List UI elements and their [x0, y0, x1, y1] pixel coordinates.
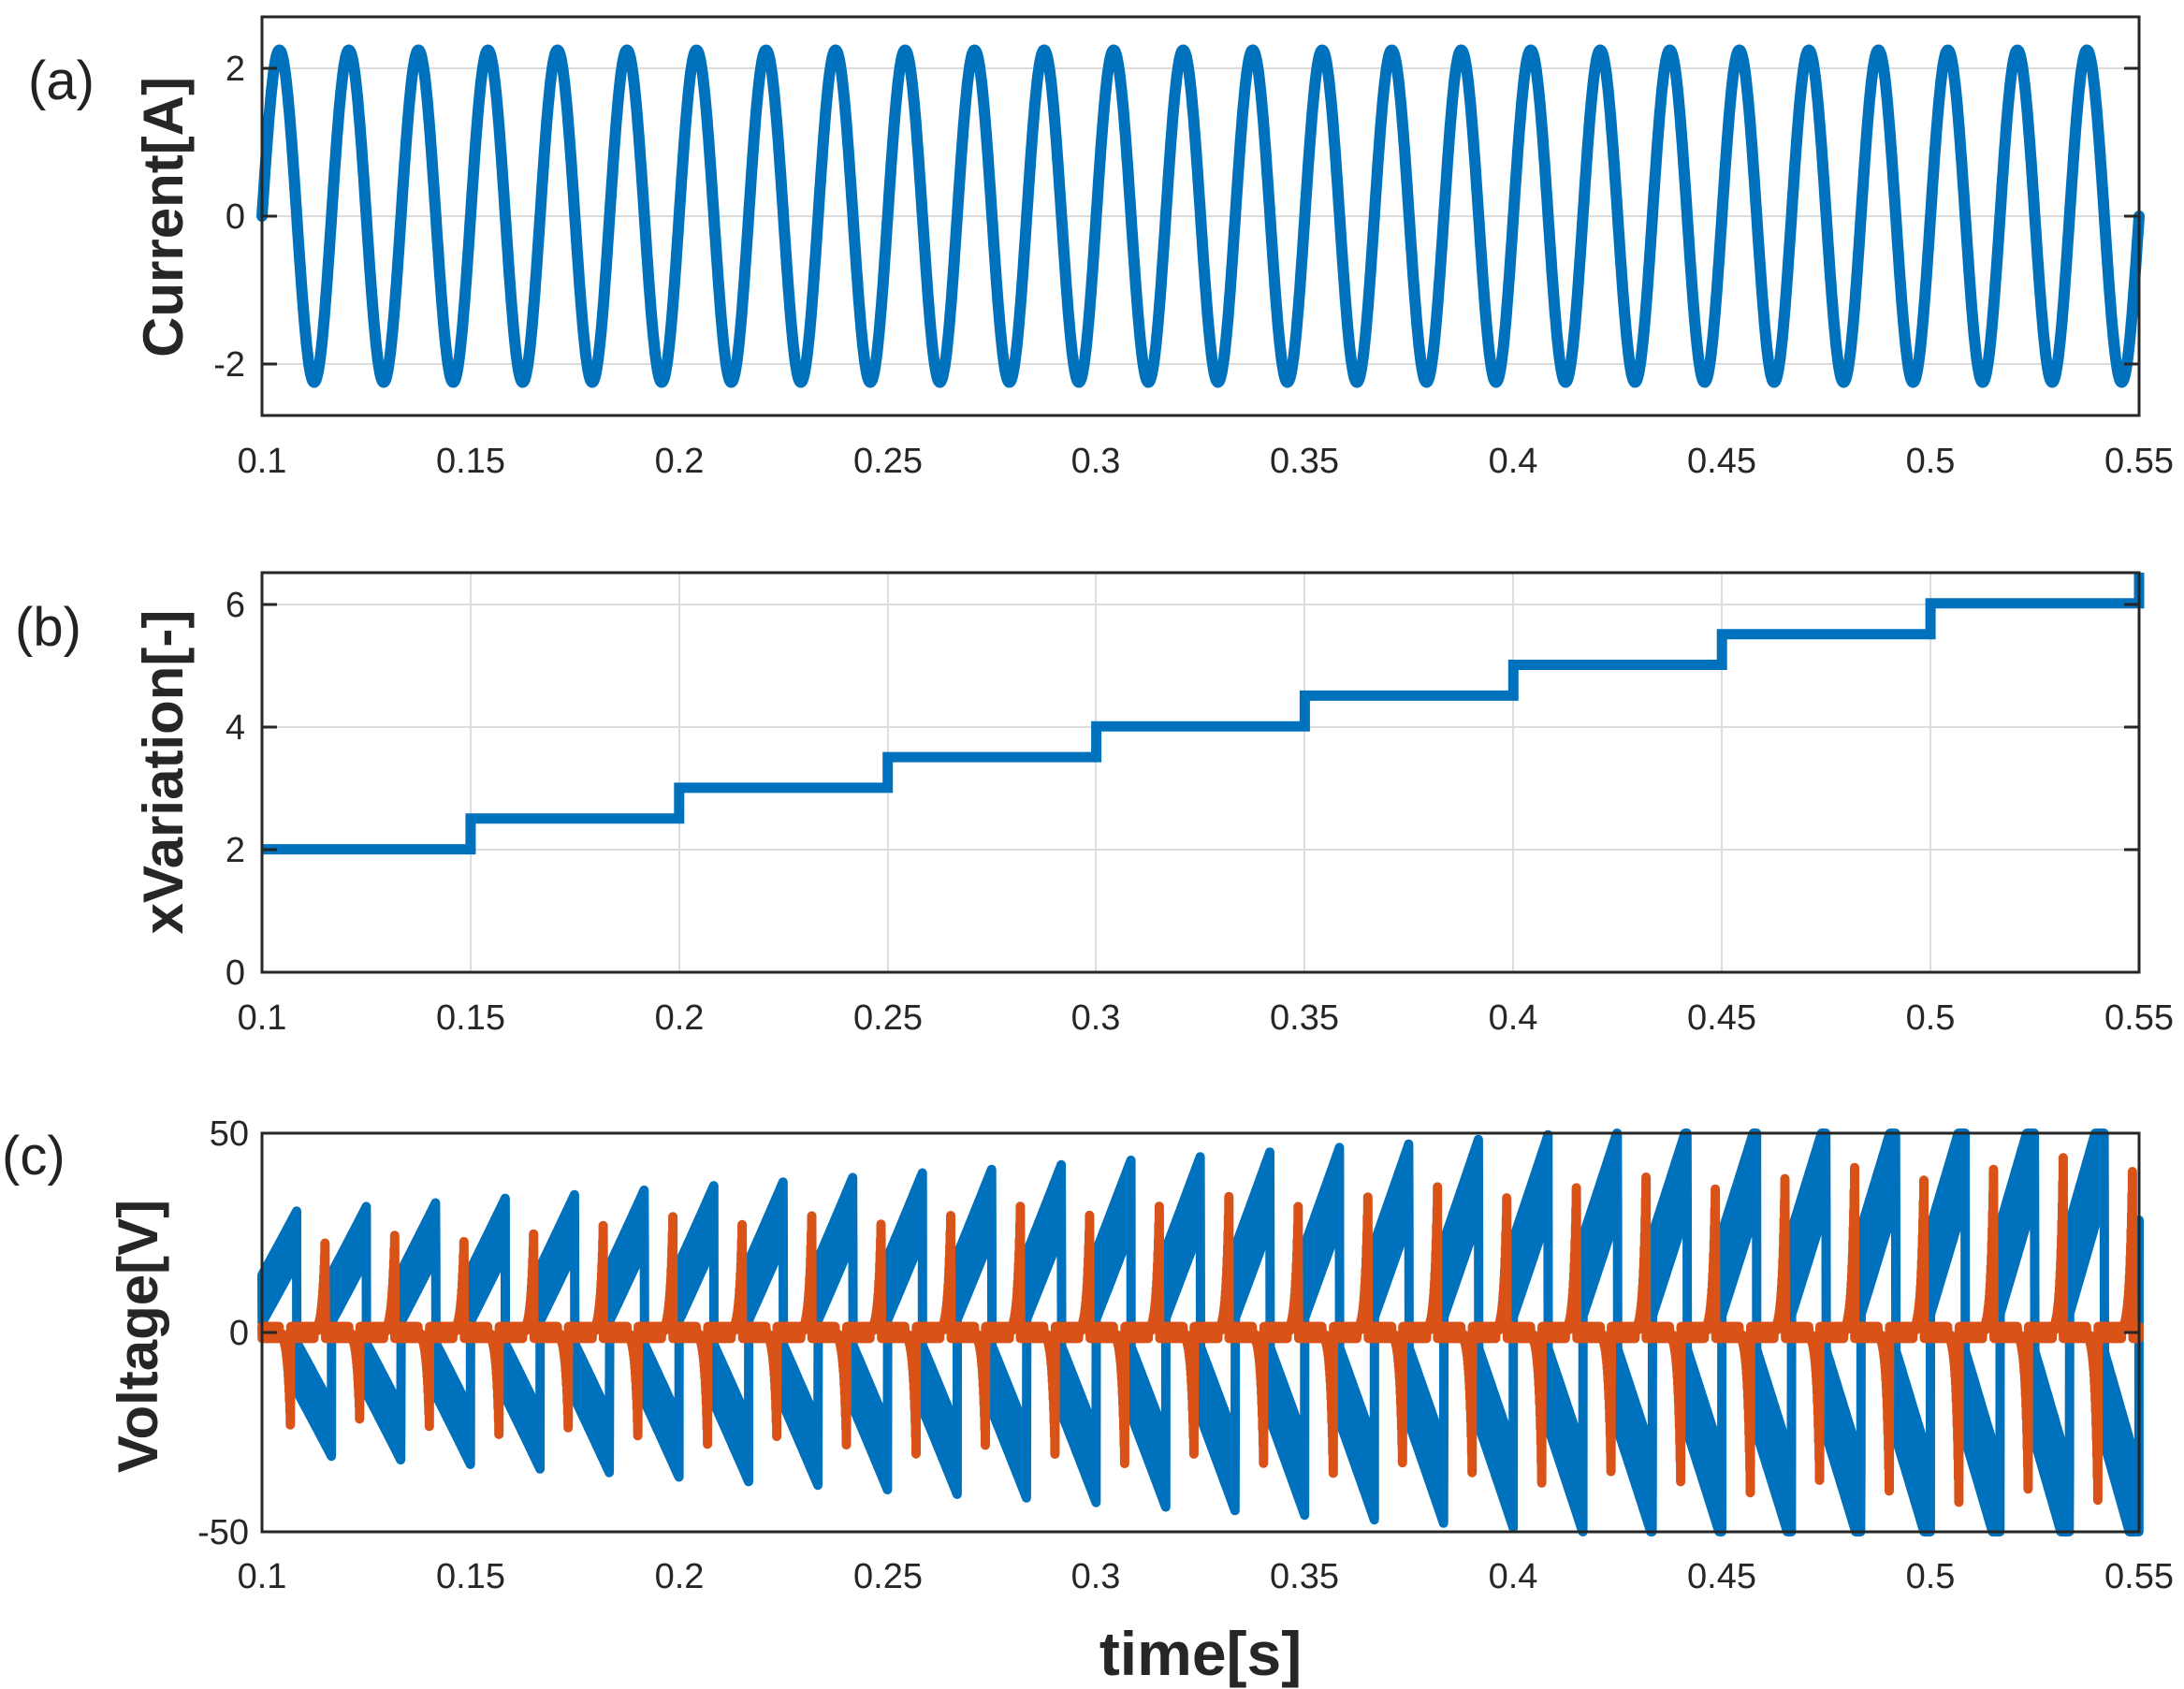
x-tick-label: 0.45 — [1687, 998, 1756, 1038]
x-tick-label: 0.35 — [1270, 1557, 1339, 1596]
x-tick-label: 0.4 — [1489, 1557, 1538, 1596]
y-tick-label: 2 — [226, 50, 245, 89]
x-tick-label: 0.25 — [853, 442, 923, 481]
y-axis-label-xvariation: xVariation[-] — [132, 610, 195, 935]
y-tick-label: 0 — [226, 954, 245, 993]
panel-a-current: (a) 2 0 -2 0.1 0.15 0.2 0.25 0.3 0.35 0.… — [28, 15, 2174, 481]
y-tick-label: 2 — [226, 831, 245, 870]
x-tick-label: 0.35 — [1270, 442, 1339, 481]
panel-c-voltage: (c) 50 0 -50 0.1 0.15 0.2 0.25 0.3 0.35 … — [2, 1114, 2174, 1688]
x-tick-label: 0.1 — [238, 998, 287, 1038]
x-tick-label: 0.4 — [1489, 442, 1538, 481]
y-tick-label: 6 — [226, 586, 245, 625]
panel-b-xvariation: (b) 0 2 4 6 0.1 0.15 — [15, 571, 2174, 1038]
x-tick-label: 0.3 — [1071, 442, 1121, 481]
y-tick-label: -2 — [213, 345, 245, 385]
x-tick-label: 0.35 — [1270, 998, 1339, 1038]
y-axis-label-voltage: Voltage[V] — [107, 1200, 169, 1473]
y-tick-label: 4 — [226, 708, 245, 748]
x-tick-label: 0.5 — [1906, 998, 1956, 1038]
x-tick-label: 0.4 — [1489, 998, 1538, 1038]
y-tick-label: 0 — [226, 197, 245, 237]
x-tick-label: 0.55 — [2104, 442, 2174, 481]
panel-b-axes-frame — [260, 571, 2141, 974]
panel-c-x-ticks: 0.1 0.15 0.2 0.25 0.3 0.35 0.4 0.45 0.5 … — [238, 1557, 2174, 1596]
x-tick-label: 0.2 — [655, 998, 705, 1038]
panel-c-y-ticks: 50 0 -50 — [197, 1114, 2139, 1552]
voltage-1-series-line — [257, 1128, 2144, 1536]
x-tick-label: 0.1 — [238, 442, 287, 481]
panel-a-x-ticks: 0.1 0.15 0.2 0.25 0.3 0.35 0.4 0.45 0.5 … — [238, 442, 2174, 481]
panel-label-b: (b) — [15, 597, 81, 658]
x-tick-label: 0.2 — [655, 442, 705, 481]
y-tick-label: 50 — [210, 1114, 249, 1154]
y-tick-label: -50 — [197, 1513, 249, 1552]
current-series-line — [256, 44, 2145, 388]
x-tick-label: 0.3 — [1071, 1557, 1121, 1596]
xvariation-series-line — [262, 573, 2145, 855]
panel-label-a: (a) — [28, 51, 95, 111]
x-tick-label: 0.45 — [1687, 1557, 1756, 1596]
panel-a-y-ticks: 2 0 -2 — [213, 50, 2139, 385]
x-tick-label: 0.3 — [1071, 998, 1121, 1038]
x-axis-label-time: time[s] — [1099, 1619, 1302, 1688]
x-tick-label: 0.15 — [436, 442, 505, 481]
x-tick-label: 0.5 — [1906, 442, 1956, 481]
x-tick-label: 0.15 — [436, 1557, 505, 1596]
panel-label-c: (c) — [2, 1126, 66, 1187]
x-tick-label: 0.45 — [1687, 442, 1756, 481]
x-tick-label: 0.15 — [436, 998, 505, 1038]
y-axis-label-current: Current[A] — [132, 77, 195, 357]
x-tick-label: 0.2 — [655, 1557, 705, 1596]
x-tick-label: 0.25 — [853, 1557, 923, 1596]
x-tick-label: 0.25 — [853, 998, 923, 1038]
x-tick-label: 0.55 — [2104, 998, 2174, 1038]
x-tick-label: 0.55 — [2104, 1557, 2174, 1596]
panel-b-x-ticks: 0.1 0.15 0.2 0.25 0.3 0.35 0.4 0.45 0.5 … — [238, 998, 2174, 1038]
panel-b-y-ticks: 0 2 4 6 — [226, 586, 2139, 993]
voltage-2-series-line — [257, 1153, 2144, 1507]
x-tick-label: 0.5 — [1906, 1557, 1956, 1596]
x-tick-label: 0.1 — [238, 1557, 287, 1596]
y-tick-label: 0 — [229, 1314, 249, 1353]
